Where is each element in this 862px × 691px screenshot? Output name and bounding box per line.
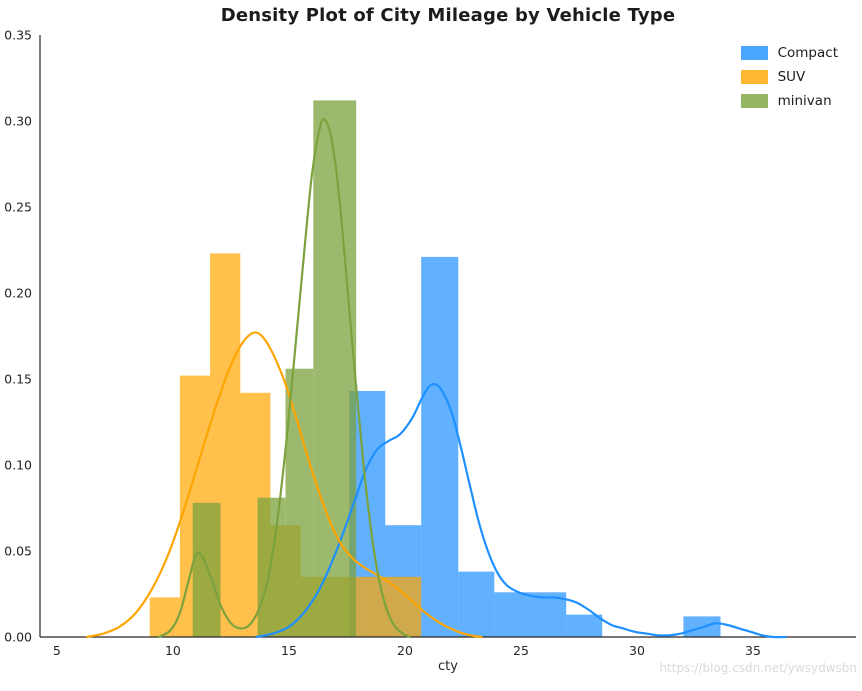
legend-label-compact: Compact: [777, 45, 838, 61]
legend-swatch-minivan: [740, 94, 768, 108]
hist-bar-suv: [149, 597, 180, 637]
legend-item-suv: SUV: [740, 69, 838, 85]
y-tick-label: 0.00: [4, 630, 32, 645]
hist-bar-compact: [530, 592, 567, 637]
y-tick-label: 0.30: [4, 114, 32, 129]
chart-title: Density Plot of City Mileage by Vehicle …: [220, 5, 676, 26]
x-tick-label: 15: [281, 643, 297, 658]
x-tick-label: 10: [165, 643, 181, 658]
legend-swatch-compact: [740, 46, 768, 60]
hist-bar-compact: [566, 614, 603, 637]
legend: Compact SUV minivan: [740, 45, 838, 109]
y-tick-label: 0.05: [4, 544, 32, 559]
x-tick-label: 25: [513, 643, 529, 658]
y-tick-label: 0.25: [4, 200, 32, 215]
kde-curve-suv: [86, 331, 483, 639]
y-tick-label: 0.20: [4, 286, 32, 301]
y-tick-label: 0.10: [4, 458, 32, 473]
kde-curve-minivan: [157, 118, 411, 639]
legend-label-minivan: minivan: [777, 93, 832, 109]
hist-bar-minivan: [257, 497, 286, 637]
hist-bar-compact: [494, 592, 531, 637]
x-tick-label: 5: [53, 643, 61, 658]
kde-curve-compact: [255, 382, 787, 639]
legend-item-compact: Compact: [740, 45, 838, 61]
x-tick-label: 30: [629, 643, 645, 658]
legend-label-suv: SUV: [777, 69, 806, 85]
legend-swatch-suv: [740, 70, 768, 84]
hist-bar-compact: [458, 571, 495, 637]
hist-bar-compact: [421, 256, 459, 637]
y-tick-label: 0.35: [4, 28, 32, 43]
legend-item-minivan: minivan: [740, 93, 838, 109]
watermark: https://blog.csdn.net/ywsydwsbn: [659, 661, 857, 675]
x-axis-label: cty: [438, 659, 458, 674]
x-tick-label: 35: [745, 643, 761, 658]
hist-bar-minivan: [313, 100, 357, 637]
x-tick-label: 20: [397, 643, 413, 658]
hist-bar-minivan: [192, 502, 221, 637]
y-tick-label: 0.15: [4, 372, 32, 387]
